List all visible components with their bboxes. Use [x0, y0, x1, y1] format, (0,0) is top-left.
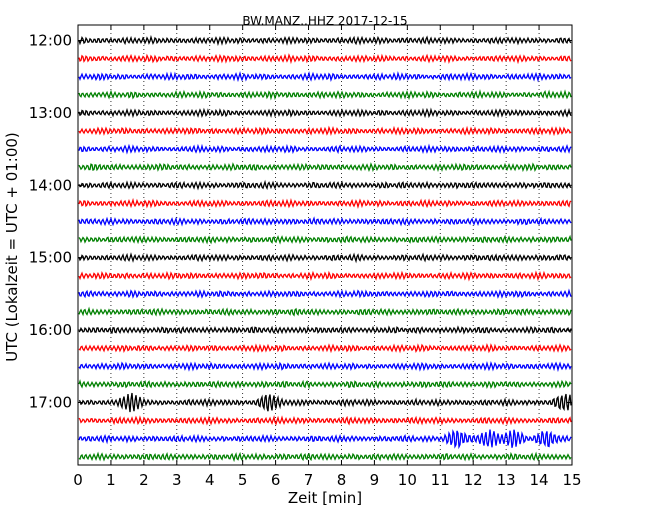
trace-1315: [78, 125, 572, 137]
trace-1445: [78, 234, 572, 245]
trace-1700: [78, 392, 572, 413]
x-axis-label: Zeit [min]: [288, 489, 362, 507]
trace-1630: [78, 360, 572, 373]
y-tick-label: 15:00: [29, 249, 72, 267]
y-tick-label: 13:00: [29, 104, 72, 122]
trace-1415: [78, 197, 572, 209]
x-tick-label: 7: [304, 471, 314, 489]
x-tick-label: 15: [562, 471, 581, 489]
x-tick-label: 4: [205, 471, 215, 489]
trace-1330: [78, 143, 572, 155]
x-tick-label: 6: [271, 471, 281, 489]
trace-1300: [78, 107, 572, 119]
trace-1245: [78, 88, 572, 101]
x-tick-label: 11: [431, 471, 450, 489]
y-axis-ticks: 12:00 13:00 14:00 15:00 16:00 17:00: [29, 32, 572, 412]
x-tick-label: 9: [370, 471, 380, 489]
x-tick-label: 2: [139, 471, 149, 489]
trace-1345: [78, 162, 572, 173]
trace-1515: [78, 270, 572, 282]
grid-lines: [110, 25, 540, 465]
trace-1600: [78, 325, 572, 335]
y-tick-label: 14:00: [29, 176, 72, 194]
x-tick-label: 5: [238, 471, 248, 489]
trace-1615: [78, 343, 572, 354]
trace-1230: [78, 70, 572, 83]
x-tick-label: 8: [337, 471, 347, 489]
trace-1215: [78, 53, 572, 65]
trace-1645: [78, 379, 572, 390]
trace-1400: [78, 179, 572, 191]
x-tick-label: 10: [398, 471, 417, 489]
trace-1430: [78, 216, 572, 227]
x-tick-label: 3: [172, 471, 182, 489]
trace-1545: [78, 306, 572, 317]
trace-1200: [78, 34, 572, 47]
y-axis-label: UTC (Lokalzeit = UTC + 01:00): [3, 132, 21, 362]
plot-frame: [77, 24, 573, 466]
y-tick-label: 16:00: [29, 321, 72, 339]
x-tick-label: 12: [464, 471, 483, 489]
trace-1745: [78, 451, 572, 463]
y-tick-label: 12:00: [29, 32, 72, 50]
x-tick-label: 13: [497, 471, 516, 489]
trace-1500: [78, 252, 572, 264]
x-tick-label: 14: [530, 471, 549, 489]
traces: [78, 34, 572, 463]
trace-1715: [78, 414, 572, 426]
trace-1530: [78, 288, 572, 299]
chart-title: BW.MANZ..HHZ 2017-12-15: [242, 14, 407, 28]
x-tick-label: 1: [106, 471, 116, 489]
x-tick-label: 0: [73, 471, 83, 489]
x-axis-ticks: 0 1 2 3 4 5 6 7 8 9 10 11 12 13 14 15: [73, 25, 582, 489]
y-tick-label: 17:00: [29, 394, 72, 412]
trace-1730: [78, 428, 572, 450]
